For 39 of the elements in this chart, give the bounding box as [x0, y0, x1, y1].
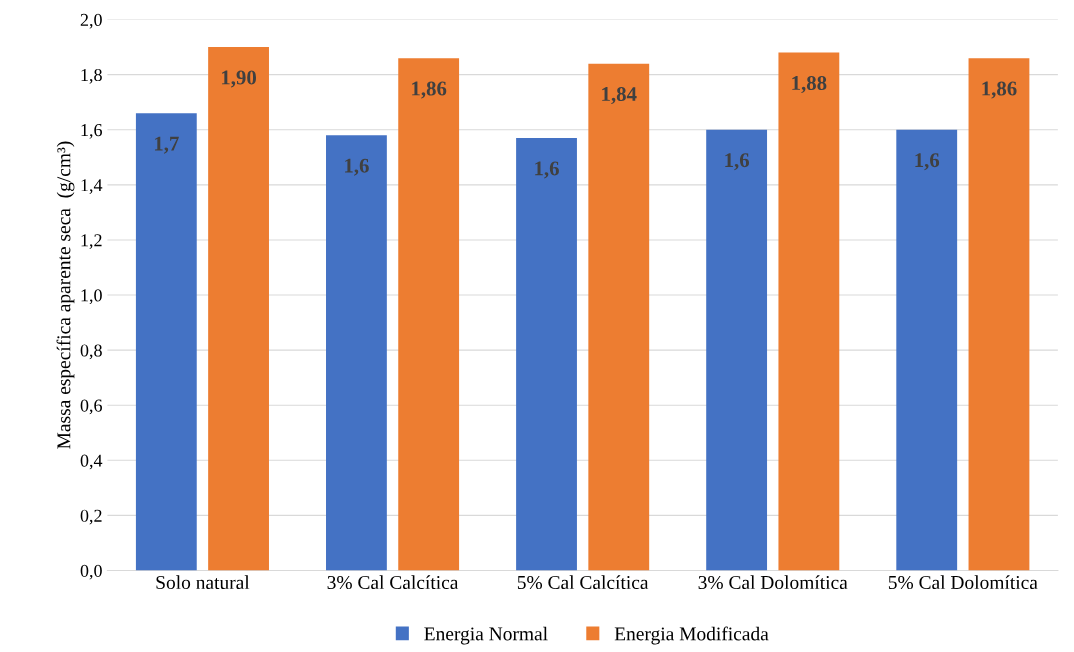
bar: [326, 135, 387, 571]
data-label: 1,84: [602, 87, 637, 105]
y-tick-label: 1,2: [81, 234, 102, 249]
bar: [135, 113, 197, 571]
data-label: 1,7: [154, 136, 179, 154]
data-label: 1,88: [792, 75, 827, 94]
bar: [588, 63, 650, 571]
y-tick-label: 1,4: [81, 179, 103, 194]
legend-label: Energia Modificada: [614, 626, 769, 645]
data-label: 1,6: [345, 158, 369, 176]
data-label: 1,86: [412, 81, 447, 99]
bar: [208, 47, 269, 571]
bar: [968, 58, 1030, 571]
x-tick-label: Solo natural: [156, 575, 250, 590]
legend-label: Energia Normal: [424, 626, 548, 645]
x-tick-label: 3% Cal Dolomítica: [698, 575, 848, 590]
x-tick-label: 3% Cal Calcítica: [327, 575, 459, 590]
data-label: 1,86: [982, 81, 1017, 99]
y-tick-label: 1,6: [81, 124, 102, 139]
y-tick-label: 0,4: [80, 454, 103, 470]
data-label: 1,6: [915, 153, 940, 171]
y-tick-label: 0,6: [80, 399, 102, 415]
bar: [778, 52, 840, 571]
x-tick-label: 5% Cal Dolomítica: [888, 575, 1038, 590]
x-tick-label: 5% Cal Calcítica: [517, 575, 649, 590]
data-label: 1,6: [725, 153, 750, 171]
data-label: 1,6: [535, 161, 559, 179]
y-axis-title: Massa específica aparente seca (g/cm³): [56, 141, 75, 449]
bar: [516, 138, 577, 571]
y-tick-label: 2,0: [80, 13, 102, 29]
y-tick-label: 0,8: [80, 344, 102, 360]
y-tick-label: 0,0: [80, 564, 102, 580]
bar: [706, 129, 768, 571]
y-tick-label: 0,2: [80, 509, 102, 525]
y-tick-label: 1,8: [81, 68, 102, 84]
bar: [896, 129, 958, 571]
data-label: 1,90: [222, 70, 256, 88]
bar: [398, 58, 460, 571]
y-tick-label: 1,0: [81, 289, 102, 305]
